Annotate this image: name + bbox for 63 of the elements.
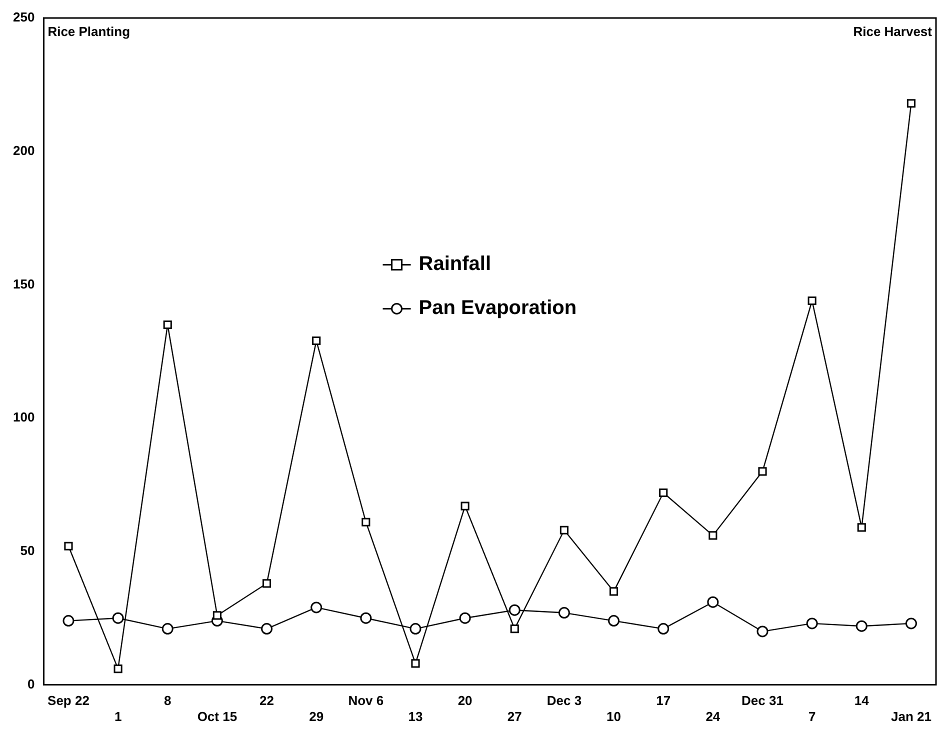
x-tick-label: 8 [164, 693, 172, 708]
x-tick-label: 27 [507, 708, 522, 724]
x-tick-label: 13 [408, 708, 423, 724]
point [261, 623, 273, 635]
x-tick-label: Nov 6 [348, 693, 384, 708]
x-tick-label: Dec 3 [546, 693, 582, 708]
y-tick-label: 0 [27, 676, 35, 692]
x-tick-label: 17 [656, 693, 671, 708]
point [162, 623, 174, 635]
point [558, 607, 570, 619]
point [659, 488, 668, 498]
x-tick-label: 22 [260, 693, 274, 708]
annotation: Rice Planting [48, 24, 130, 40]
x-tick-label: 20 [458, 693, 472, 708]
point [112, 612, 124, 624]
point [411, 659, 420, 668]
annotation: Rice Harvest [853, 24, 933, 40]
legend-label: Rainfall [418, 253, 492, 276]
point [608, 615, 620, 627]
point [62, 615, 74, 627]
point [362, 518, 370, 526]
point [806, 618, 818, 630]
point [212, 611, 222, 620]
x-tick-label: Dec 31 [742, 693, 784, 708]
x-tick-label: Jan 21 [890, 708, 932, 724]
point [905, 618, 917, 630]
x-tick-label: 24 [706, 708, 721, 724]
y-tick-label: 50 [20, 543, 35, 558]
point [410, 623, 422, 635]
point [707, 596, 719, 608]
x-tick-label: 1 [114, 708, 122, 724]
point [510, 624, 519, 634]
point [708, 531, 718, 540]
y-tick-label: 250 [12, 10, 35, 25]
legend-label: Pan Evaporation [418, 297, 577, 320]
x-tick-label: Sep 22 [48, 693, 90, 708]
point [756, 626, 768, 638]
x-tick-label: 29 [309, 708, 324, 724]
point [459, 612, 471, 624]
point [508, 604, 520, 616]
point [312, 336, 321, 346]
point [906, 99, 916, 108]
point [758, 467, 767, 476]
point [808, 296, 816, 306]
x-tick-label: 14 [854, 693, 870, 708]
point [857, 523, 866, 532]
point [114, 664, 122, 674]
point [64, 542, 73, 550]
y-tick-label: 100 [12, 410, 35, 425]
point [560, 526, 568, 534]
x-tick-label: 10 [606, 708, 622, 724]
point [460, 502, 470, 510]
y-tick-label: 150 [12, 276, 35, 292]
y-tick-label: 200 [12, 142, 35, 158]
x-tick-label: Oct 15 [197, 708, 238, 724]
point [609, 587, 618, 596]
point [310, 602, 322, 614]
point [360, 612, 372, 624]
point [856, 620, 868, 632]
point [262, 579, 272, 588]
point [163, 320, 172, 330]
x-tick-label: 7 [808, 708, 816, 724]
point [658, 623, 670, 635]
